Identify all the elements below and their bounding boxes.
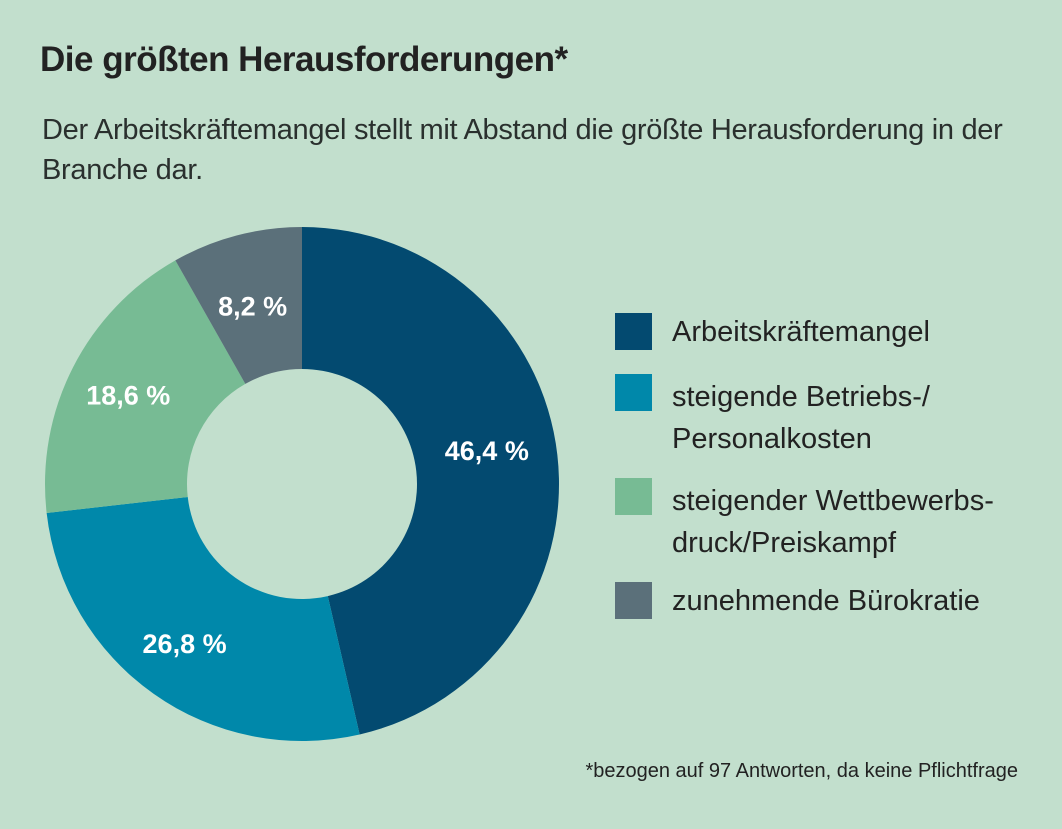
legend-label-line: druck/Preiskampf [672,527,897,559]
chart-subtitle: Der Arbeitskräftemangel stellt mit Absta… [42,114,1003,186]
data-label: 8,2 % [218,291,287,321]
slice-arbeitskraeftemangel [302,227,560,735]
legend-label-line: steigende Betriebs-/ [672,381,930,413]
legend-item-buerokratie: zunehmende Bürokratie [615,582,980,620]
legend-item-wettbewerbsdruck: steigender Wettbewerbs- druck/Preiskampf [615,478,994,562]
data-label: 26,8 % [143,629,227,659]
legend-label-line: Arbeitskräftemangel [672,316,930,348]
legend-swatch [615,374,652,411]
footnote: *bezogen auf 97 Antworten, da keine Pfli… [585,760,1018,782]
slice-betriebskosten [46,496,360,741]
legend-label-line: steigender Wettbewerbs- [672,485,994,517]
legend-item-arbeitskraeftemangel: Arbeitskräftemangel [615,313,930,351]
slice-buerokratie [175,227,302,384]
legend-swatch [615,313,652,350]
legend-label: steigender Wettbewerbs- druck/Preiskampf [672,482,994,562]
legend-label-line: Personalkosten [672,423,872,455]
legend-label: zunehmende Bürokratie [672,582,980,620]
chart-title: Die größten Herausforderungen* [40,40,568,79]
data-label: 18,6 % [86,381,170,411]
legend-label: Arbeitskräftemangel [672,313,930,351]
legend-swatch [615,582,652,619]
legend-label-line: zunehmende Bürokratie [672,585,980,617]
legend-label: steigende Betriebs-/ Personalkosten [672,378,930,458]
legend-item-betriebskosten: steigende Betriebs-/ Personalkosten [615,374,930,458]
slice-wettbewerbsdruck [44,260,246,514]
data-label: 46,4 % [445,436,529,466]
legend-swatch [615,478,652,515]
